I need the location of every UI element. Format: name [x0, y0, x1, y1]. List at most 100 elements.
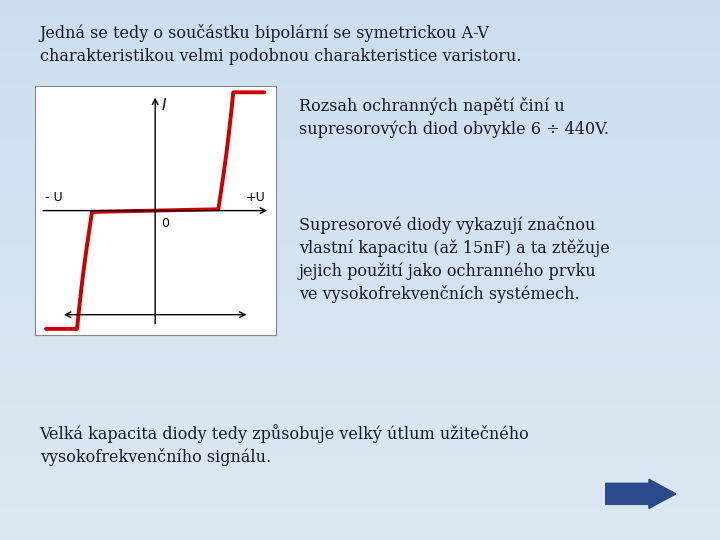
- Text: Velká kapacita diody tedy způsobuje velký útlum užitečného
vysokofrekvenčního si: Velká kapacita diody tedy způsobuje velk…: [40, 424, 529, 467]
- Bar: [0, 216, 720, 219]
- Bar: [0, 483, 720, 486]
- Bar: [0, 19, 720, 22]
- Bar: [0, 321, 720, 324]
- Bar: [0, 521, 720, 524]
- Bar: [0, 232, 720, 235]
- Bar: [0, 300, 720, 302]
- Bar: [0, 413, 720, 416]
- Bar: [0, 151, 720, 154]
- Bar: [0, 51, 720, 54]
- Bar: [0, 211, 720, 213]
- Bar: [0, 432, 720, 435]
- Bar: [0, 408, 720, 410]
- Bar: [0, 400, 720, 402]
- Bar: [0, 124, 720, 127]
- Bar: [0, 513, 720, 516]
- Bar: [0, 478, 720, 481]
- Bar: [0, 284, 720, 286]
- Bar: [0, 265, 720, 267]
- Bar: [0, 367, 720, 370]
- Bar: [0, 68, 720, 70]
- Bar: [0, 8, 720, 11]
- Bar: [0, 405, 720, 408]
- Bar: [0, 184, 720, 186]
- Bar: [0, 524, 720, 526]
- Bar: [0, 246, 720, 248]
- Bar: [0, 440, 720, 443]
- Bar: [0, 370, 720, 373]
- Bar: [0, 418, 720, 421]
- Bar: [0, 502, 720, 505]
- Bar: [0, 456, 720, 459]
- Bar: [0, 119, 720, 122]
- Bar: [0, 508, 720, 510]
- Bar: [0, 176, 720, 178]
- Bar: [0, 154, 720, 157]
- Bar: [0, 302, 720, 305]
- Bar: [0, 116, 720, 119]
- Bar: [0, 162, 720, 165]
- Bar: [0, 92, 720, 94]
- Bar: [0, 84, 720, 86]
- Bar: [0, 319, 720, 321]
- Bar: [0, 448, 720, 451]
- Bar: [0, 138, 720, 140]
- Bar: [0, 397, 720, 400]
- Bar: [0, 43, 720, 46]
- Bar: [0, 329, 720, 332]
- Bar: [0, 192, 720, 194]
- Bar: [0, 49, 720, 51]
- Bar: [0, 316, 720, 319]
- Bar: [0, 364, 720, 367]
- Bar: [0, 194, 720, 197]
- Bar: [0, 76, 720, 78]
- Bar: [0, 40, 720, 43]
- Text: Rozsah ochranných napětí činí u
supresorových diod obvykle 6 ÷ 440V.: Rozsah ochranných napětí činí u supresor…: [299, 97, 609, 138]
- Bar: [0, 359, 720, 362]
- Bar: [0, 238, 720, 240]
- Bar: [0, 310, 720, 313]
- Bar: [0, 230, 720, 232]
- Bar: [0, 443, 720, 445]
- Bar: [0, 427, 720, 429]
- Bar: [0, 289, 720, 292]
- Bar: [0, 135, 720, 138]
- Bar: [0, 73, 720, 76]
- Bar: [0, 81, 720, 84]
- Bar: [0, 157, 720, 159]
- Bar: [0, 451, 720, 454]
- Bar: [0, 462, 720, 464]
- Bar: [0, 383, 720, 386]
- Bar: [0, 167, 720, 170]
- Bar: [0, 219, 720, 221]
- Bar: [0, 86, 720, 89]
- Bar: [0, 165, 720, 167]
- Bar: [0, 14, 720, 16]
- Bar: [0, 510, 720, 513]
- Bar: [0, 197, 720, 200]
- Bar: [0, 240, 720, 243]
- Bar: [0, 178, 720, 181]
- Bar: [0, 532, 720, 535]
- Bar: [0, 305, 720, 308]
- Bar: [0, 38, 720, 40]
- Bar: [0, 292, 720, 294]
- Bar: [0, 537, 720, 540]
- Bar: [0, 111, 720, 113]
- Bar: [0, 132, 720, 135]
- Bar: [0, 189, 720, 192]
- Bar: [0, 97, 720, 100]
- Bar: [0, 497, 720, 500]
- Bar: [0, 332, 720, 335]
- FancyArrow shape: [606, 480, 676, 509]
- Bar: [0, 148, 720, 151]
- Bar: [0, 324, 720, 327]
- Bar: [0, 108, 720, 111]
- Bar: [0, 381, 720, 383]
- Bar: [0, 362, 720, 364]
- Bar: [0, 235, 720, 238]
- Bar: [0, 526, 720, 529]
- Bar: [0, 378, 720, 381]
- Bar: [0, 3, 720, 5]
- Bar: [0, 273, 720, 275]
